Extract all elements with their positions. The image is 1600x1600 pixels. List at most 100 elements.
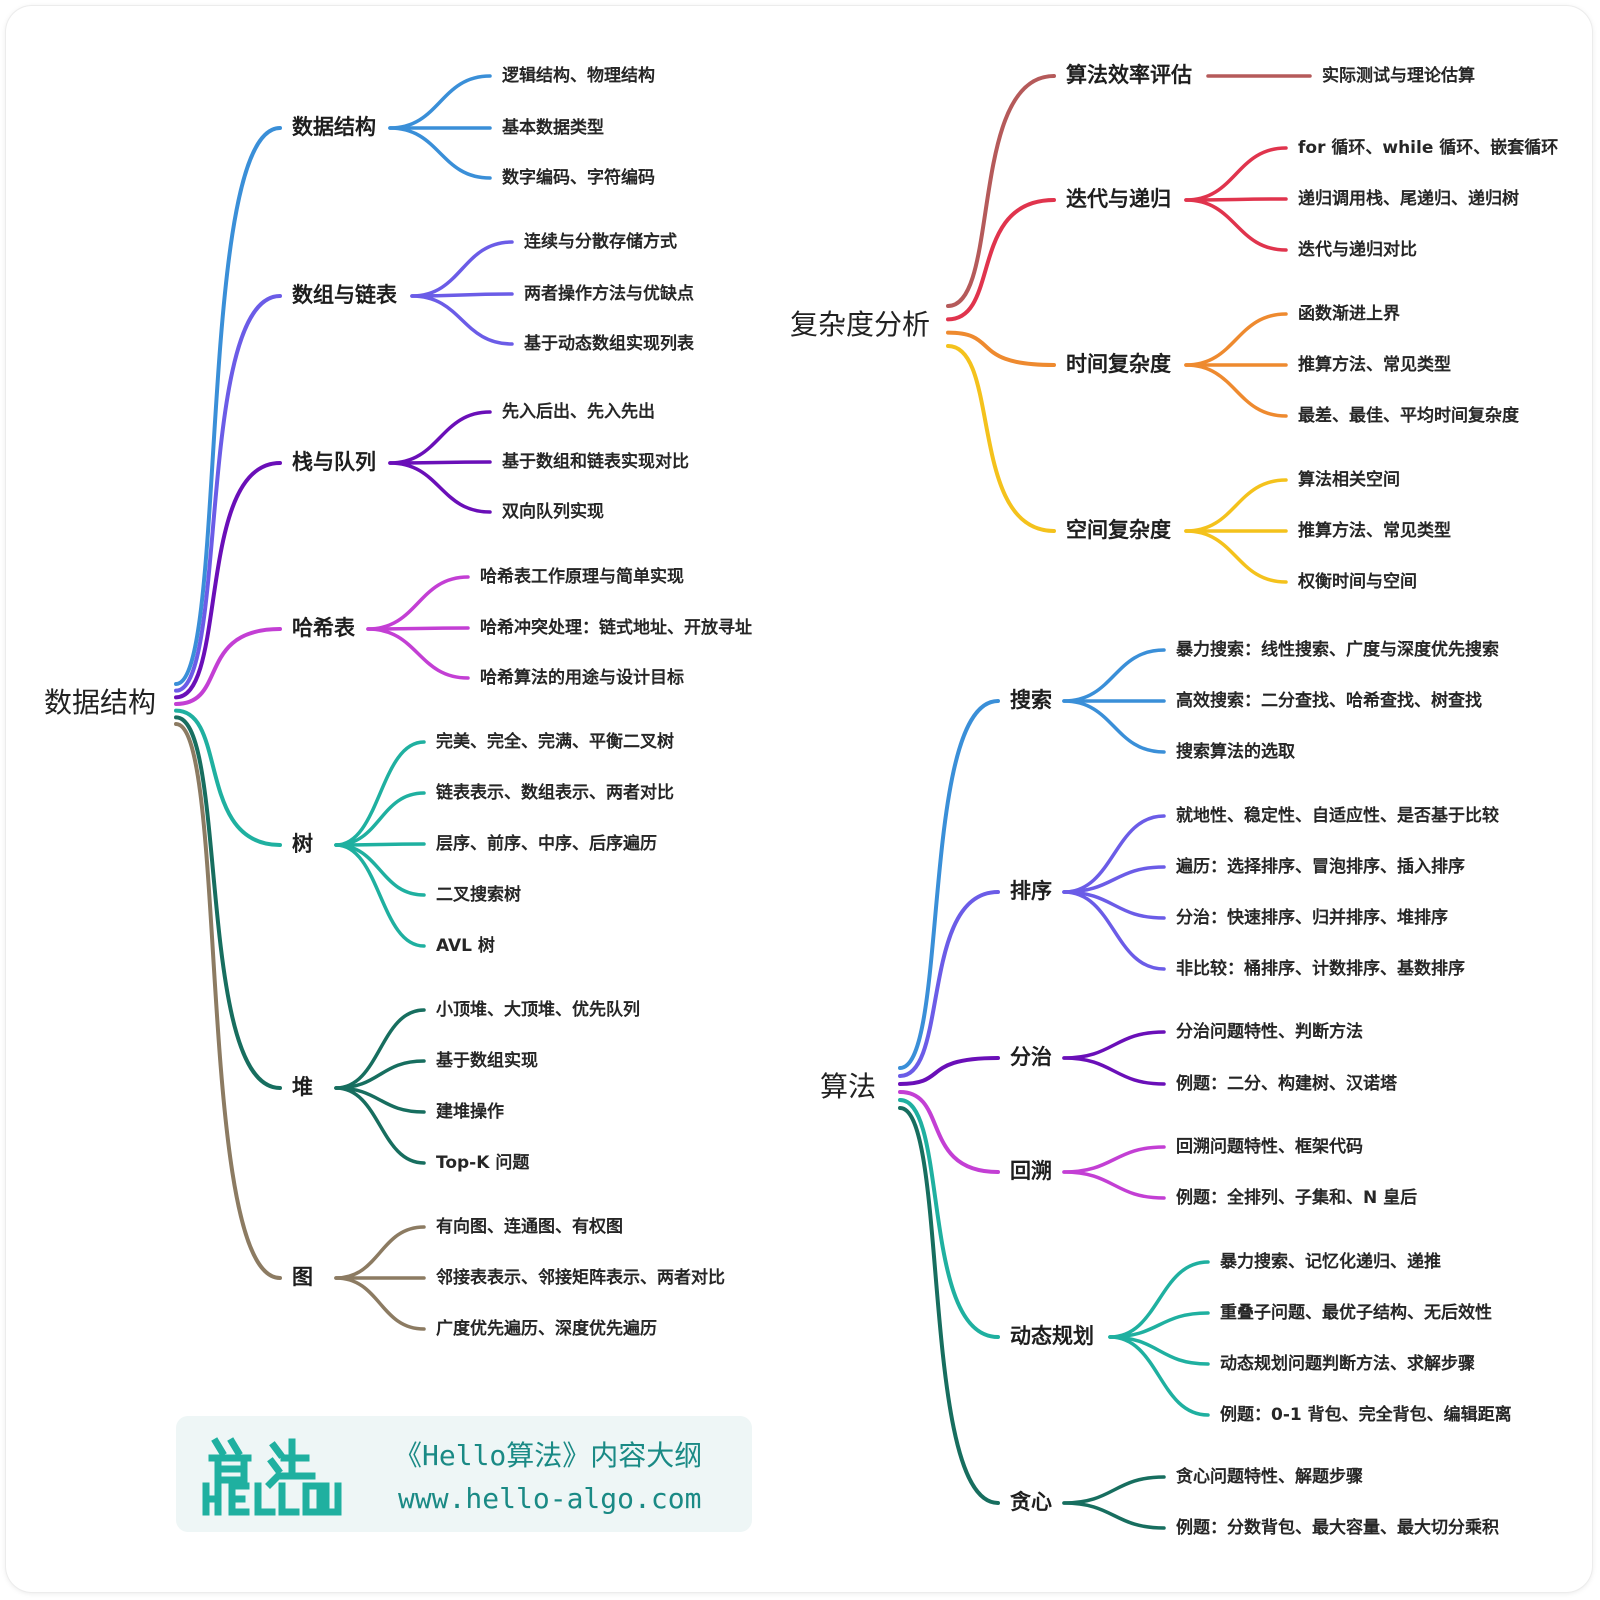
- leaf-label: 基于数组实现: [435, 1050, 538, 1071]
- leaf-connector: [1184, 363, 1288, 418]
- complexity-tree: 实际测试与理论估算 算法效率评估 for 循环、while 循环、嵌套循环递归调用栈…: [770, 63, 1558, 592]
- leaf-label: 连续与分散存储方式: [524, 231, 677, 252]
- root-connector: [946, 74, 1056, 308]
- leaf-connector: [366, 627, 470, 680]
- leaf-label: 有向图、连通图、有权图: [436, 1216, 623, 1237]
- leaf-connector: [1062, 1475, 1166, 1505]
- leaf-connector: [334, 1276, 426, 1331]
- root-connector: [898, 699, 1000, 1070]
- leaf-label: 先入后出、先入先出: [502, 401, 655, 422]
- leaf-label: 基本数据类型: [501, 117, 604, 138]
- leaf-label: 层序、前序、中序、后序遍历: [436, 833, 657, 854]
- root-connector: [898, 1090, 1000, 1174]
- leaf-connector: [1062, 1030, 1166, 1060]
- branch-label: 空间复杂度: [1066, 518, 1171, 542]
- leaf-label: 搜索算法的选取: [1176, 741, 1295, 762]
- left-tree: 逻辑结构、物理结构基本数据类型数字编码、字符编码数据结构连续与分散存储方式两者操…: [24, 65, 752, 1339]
- leaf-label: 基于动态数组实现列表: [523, 333, 695, 354]
- leaf-label: 推算方法、常见类型: [1298, 520, 1451, 541]
- leaf-connector: [334, 842, 426, 847]
- branch-label: 贪心: [1010, 1490, 1052, 1514]
- branch-label: 数据结构: [292, 115, 376, 139]
- root-connector: [946, 198, 1056, 322]
- leaf-label: 哈希冲突处理：链式地址、开放寻址: [480, 617, 752, 638]
- leaf-connector: [1184, 197, 1288, 202]
- leaf-connector: [388, 126, 492, 180]
- leaf-connector: [410, 240, 514, 298]
- leaf-connector: [1062, 699, 1166, 754]
- leaf-connector: [388, 461, 492, 514]
- branch-label: 动态规划: [1010, 1324, 1094, 1348]
- leaf-connector: [334, 1225, 426, 1280]
- leaf-label: 两者操作方法与优缺点: [524, 283, 694, 304]
- leaf-connector: [366, 626, 470, 631]
- leaf-label: 哈希算法的用途与设计目标: [480, 667, 684, 688]
- leaf-connector: [334, 843, 426, 948]
- leaf-label: 链表表示、数组表示、两者对比: [436, 782, 674, 803]
- card-frame: [6, 6, 1592, 1592]
- root-connector: [898, 1098, 1000, 1339]
- leaf-label: for 循环、while 循环、嵌套循环: [1298, 137, 1558, 158]
- root-connector: [946, 330, 1056, 367]
- leaf-label: 最差、最佳、平均时间复杂度: [1298, 405, 1520, 426]
- root-label: 复杂度分析: [790, 308, 930, 341]
- leaf-connector: [1184, 529, 1288, 584]
- leaf-connector: [334, 740, 426, 847]
- logo-url-link[interactable]: www.hello-algo.com: [398, 1482, 702, 1515]
- leaf-connector: [334, 791, 426, 847]
- leaf-label: 就地性、稳定性、自适应性、是否基于比较: [1176, 805, 1499, 826]
- branch-label: 时间复杂度: [1066, 352, 1171, 376]
- leaf-connector: [1108, 1311, 1210, 1339]
- leaf-connector: [410, 294, 514, 346]
- leaf-label: 回溯问题特性、框架代码: [1176, 1136, 1363, 1157]
- leaf-label: 贪心问题特性、解题步骤: [1175, 1466, 1363, 1487]
- root-connector: [174, 708, 282, 847]
- leaf-connector: [410, 292, 514, 298]
- leaf-label: 函数渐进上界: [1298, 303, 1400, 324]
- root-connector: [898, 1106, 1000, 1505]
- leaf-label: 双向队列实现: [502, 501, 604, 522]
- leaf-label: 推算方法、常见类型: [1298, 354, 1451, 375]
- root-connector: [174, 627, 282, 706]
- leaf-label: 遍历：选择排序、冒泡排序、插入排序: [1175, 856, 1465, 877]
- branch-label: 排序: [1010, 879, 1052, 903]
- leaf-label: 数字编码、字符编码: [502, 167, 655, 188]
- leaf-label: 实际测试与理论估算: [1322, 65, 1475, 86]
- leaf-label: AVL 树: [436, 936, 495, 956]
- leaf-connector: [334, 1086, 426, 1165]
- branch-label: 哈希表: [292, 616, 356, 640]
- leaf-connector: [388, 410, 492, 465]
- leaf-label: 例题：分数背包、最大容量、最大切分乘积: [1176, 1517, 1499, 1538]
- leaf-label: 高效搜索：二分查找、哈希查找、树查找: [1176, 690, 1482, 711]
- branch-label: 回溯: [1010, 1159, 1052, 1183]
- logo-title: 《Hello算法》内容大纲: [394, 1439, 703, 1472]
- branch-label: 树: [292, 832, 313, 856]
- branch-label: 搜索: [1010, 688, 1052, 712]
- leaf-label: 迭代与递归对比: [1298, 239, 1417, 260]
- leaf-label: 权衡时间与空间: [1297, 571, 1417, 592]
- root-connector: [174, 715, 282, 1090]
- branch-label: 堆: [292, 1075, 313, 1099]
- root-node-box: [770, 303, 938, 349]
- leaf-connector: [1062, 814, 1166, 894]
- branch-label: 分治: [1010, 1045, 1052, 1069]
- branch-label: 数组与链表: [292, 283, 398, 307]
- leaf-label: 小顶堆、大顶堆、优先队列: [436, 999, 640, 1020]
- algorithm-tree: 暴力搜索：线性搜索、广度与深度优先搜索高效搜索：二分查找、哈希查找、树查找搜索算…: [800, 639, 1512, 1538]
- root-connector: [174, 126, 282, 686]
- root-connector: [946, 344, 1056, 533]
- leaf-connector: [1184, 312, 1288, 367]
- leaf-connector: [1184, 198, 1288, 252]
- root-connector: [898, 1056, 1000, 1086]
- hello-algo-logo-icon: [202, 1437, 342, 1516]
- root-label: 算法: [820, 1070, 876, 1103]
- logo-card: 《Hello算法》内容大纲 www.hello-algo.com: [176, 1416, 752, 1532]
- leaf-label: 暴力搜索、记忆化递归、递推: [1219, 1251, 1441, 1272]
- root-node-box: [800, 1065, 884, 1111]
- leaf-connector: [1062, 890, 1166, 971]
- leaf-label: 哈希表工作原理与简单实现: [480, 566, 684, 587]
- leaf-connector: [1062, 1501, 1166, 1530]
- leaf-label: 二叉搜索树: [436, 884, 521, 905]
- leaf-connector: [1108, 1260, 1210, 1339]
